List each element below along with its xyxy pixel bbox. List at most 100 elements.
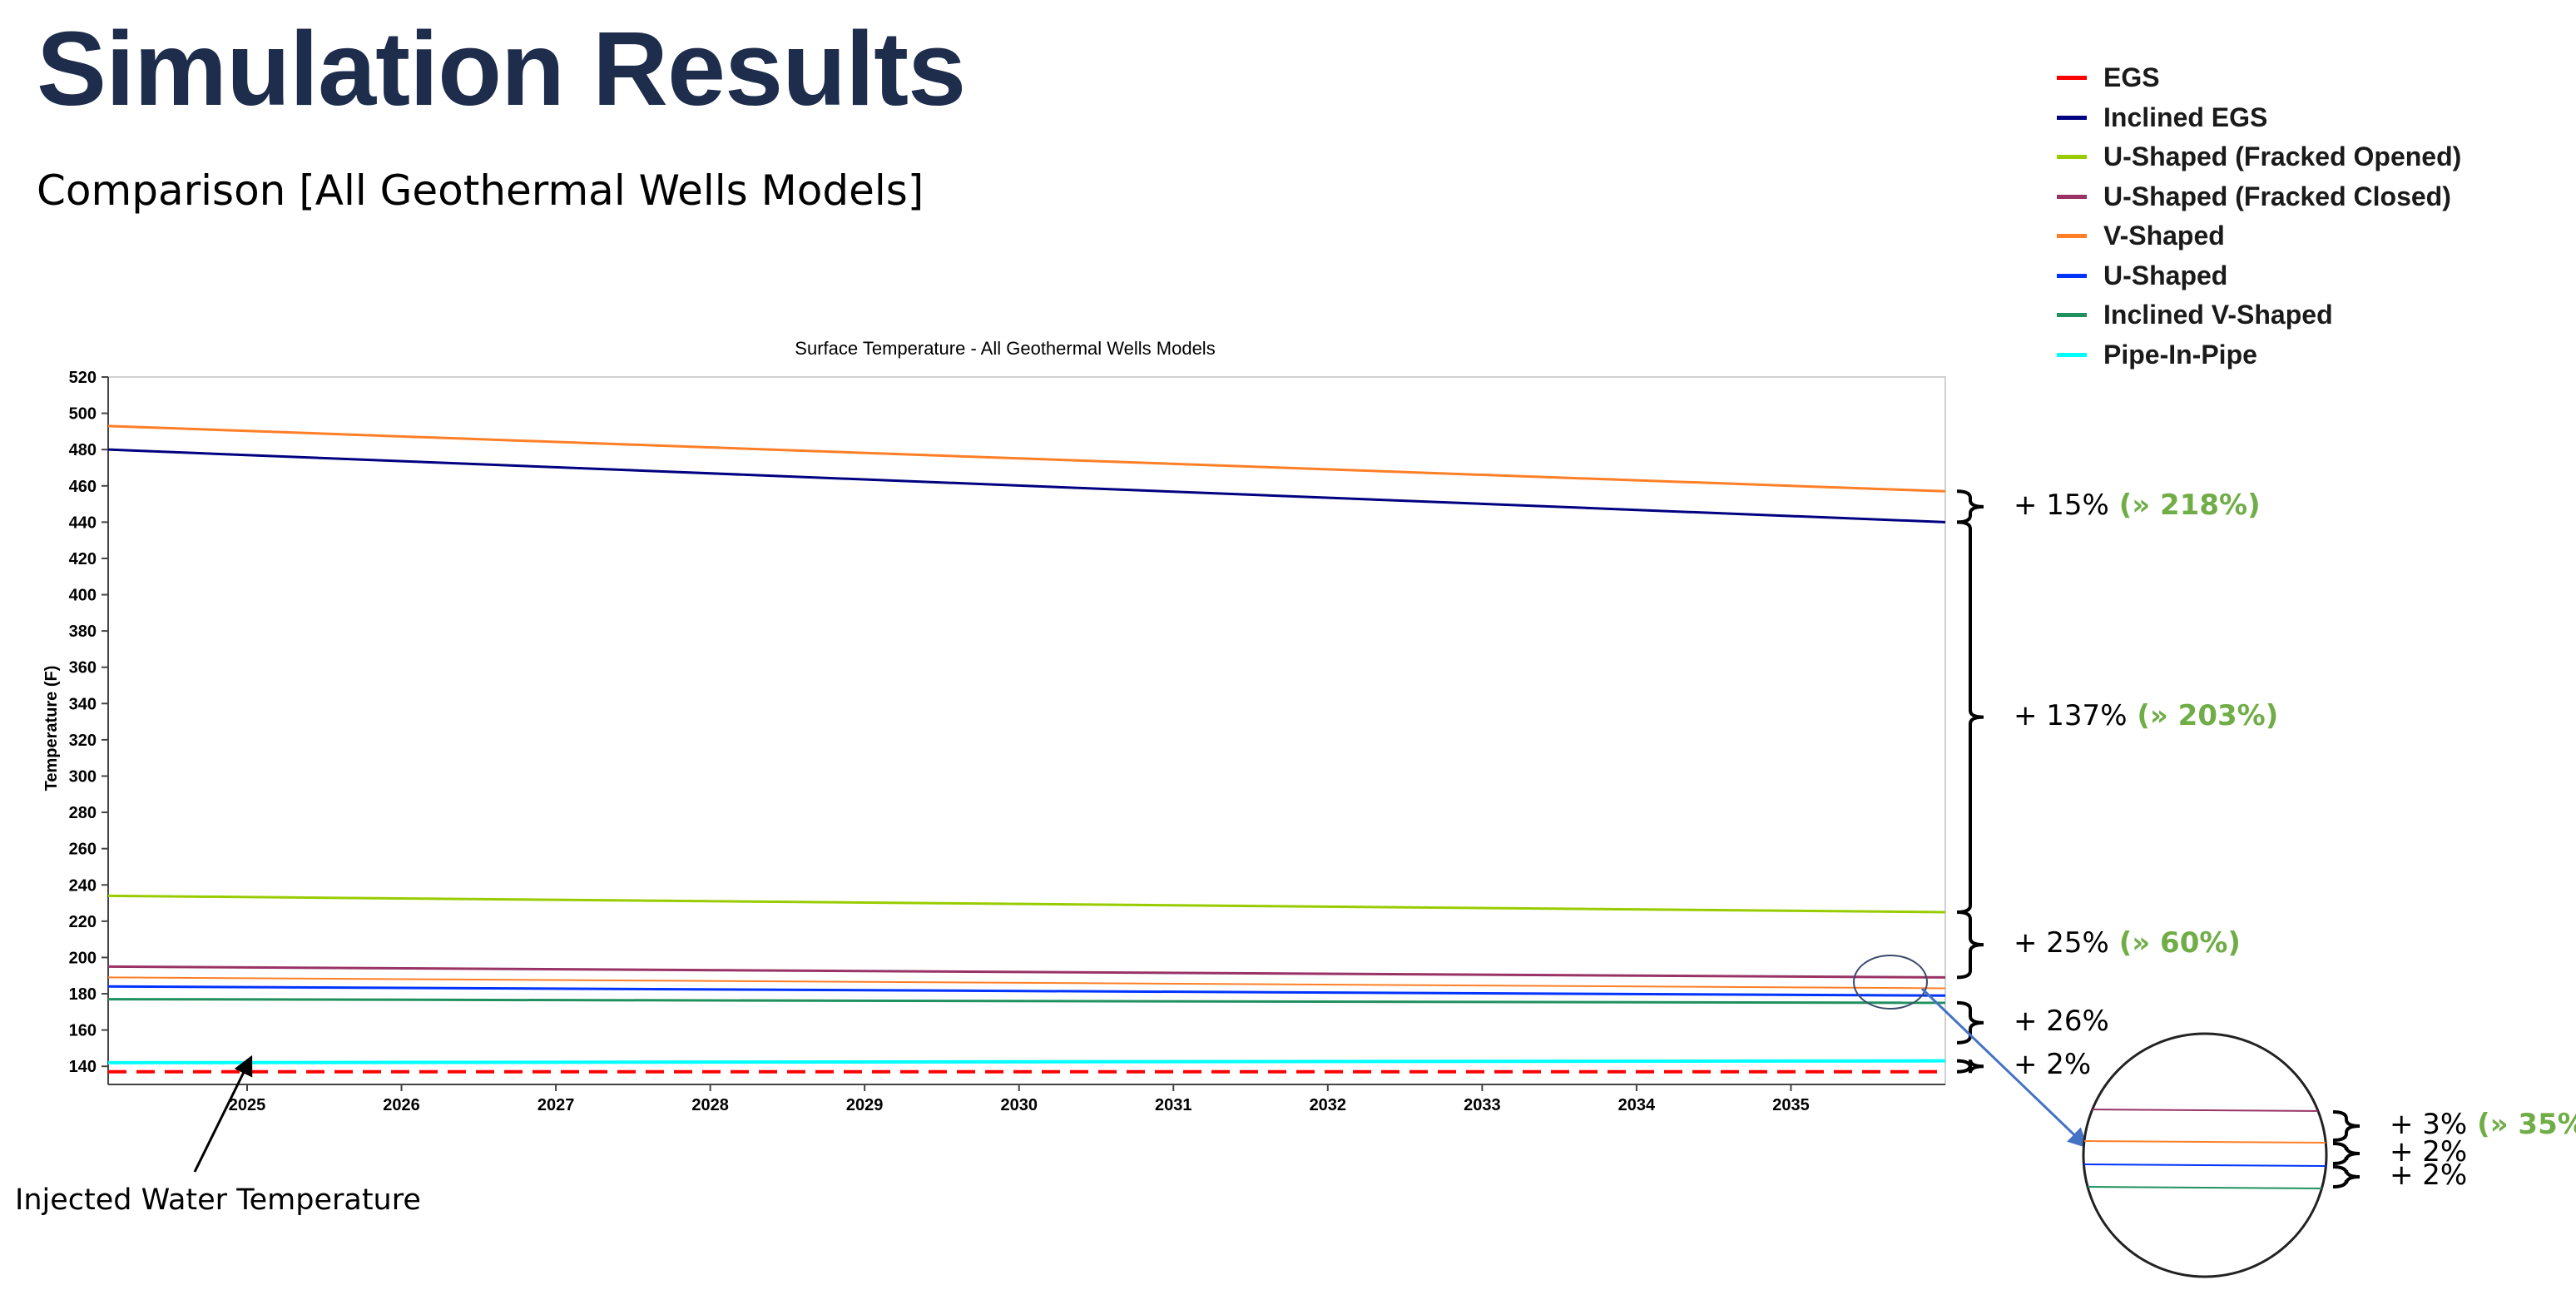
legend-label: EGS: [2103, 62, 2160, 93]
legend-swatch: [2057, 313, 2087, 318]
zoom-circle: [2082, 1032, 2328, 1278]
annotation-pct: + 2%: [2014, 1048, 2092, 1082]
legend-label: Inclined V-Shaped: [2103, 300, 2333, 330]
legend-swatch: [2057, 273, 2087, 278]
y-tick-label: 380: [69, 623, 97, 641]
x-tick-label: 2028: [691, 1096, 729, 1114]
series-line: [107, 985, 1946, 997]
legend-swatch: [2057, 76, 2087, 81]
zoom-bracket: [2332, 1142, 2361, 1165]
legend-label: V-Shaped: [2103, 221, 2225, 251]
annotation-label: + 2%: [2390, 1159, 2467, 1192]
annotation-relative: (» 35%): [2477, 1108, 2576, 1141]
y-tick-label: 480: [69, 441, 97, 459]
x-tick-label: 2029: [846, 1096, 884, 1114]
zoom-series-line: [2083, 1164, 2326, 1167]
legend-swatch: [2057, 155, 2087, 160]
annotation-label: + 2%: [2390, 1135, 2467, 1169]
zoom-series-line: [2083, 1140, 2326, 1144]
annotation-pct: + 137%: [2014, 698, 2128, 732]
y-tick-label: 200: [69, 949, 97, 967]
y-axis-label: Temperature (F): [42, 666, 61, 791]
zoom-lines: [2083, 1109, 2326, 1189]
bracket: [1956, 520, 1984, 914]
y-tick-label: 180: [69, 985, 97, 1004]
legend-item: Pipe-In-Pipe: [2057, 335, 2556, 375]
legend-swatch: [2057, 115, 2087, 120]
annotation-pct: + 26%: [2014, 1004, 2109, 1038]
legend-item: EGS: [2057, 58, 2556, 98]
annotation-relative: (» 203%): [2127, 698, 2279, 732]
slide-subtitle: Comparison [All Geothermal Wells Models]: [37, 166, 924, 215]
series-line: [107, 894, 1946, 914]
legend-item: U-Shaped (Fracked Opened): [2057, 137, 2556, 177]
series-line: [107, 976, 1946, 990]
series-line: [107, 965, 1946, 979]
annotation-label: + 15% (» 218%): [2014, 489, 2261, 522]
chart-legend: EGS Inclined EGS U-Shaped (Fracked Opened)…: [2057, 58, 2556, 375]
zoom-connector-arrow: [1920, 987, 2088, 1149]
y-tick-label: 400: [69, 587, 97, 605]
y-tick-label: 320: [69, 732, 97, 750]
zoom-bracket: [2332, 1165, 2361, 1188]
highlight-circle: [1853, 955, 1928, 1010]
series-line: [107, 424, 1946, 493]
y-tick-label: 160: [69, 1022, 97, 1040]
slide-title: Simulation Results: [37, 10, 966, 127]
legend-label: U-Shaped (Fracked Closed): [2103, 181, 2451, 211]
legend-label: U-Shaped (Fracked Opened): [2103, 141, 2462, 172]
legend-item: U-Shaped (Fracked Closed): [2057, 177, 2556, 217]
legend-swatch: [2057, 194, 2087, 199]
legend-label: Pipe-In-Pipe: [2103, 339, 2257, 370]
y-tick-label: 240: [69, 876, 97, 895]
y-tick-label: 300: [69, 767, 97, 786]
y-tick-label: 460: [69, 478, 97, 496]
annotation-label: + 26%: [2014, 1005, 2109, 1038]
y-tick-label: 360: [69, 659, 97, 677]
zoom-series-line: [2083, 1109, 2326, 1112]
series-line: [107, 998, 1946, 1005]
zoom-bracket: [2332, 1110, 2361, 1142]
legend-item: V-Shaped: [2057, 216, 2556, 256]
x-tick-label: 2030: [1000, 1096, 1038, 1114]
chart-title: Surface Temperature - All Geothermal Wel…: [795, 338, 1215, 359]
injected-water-label: Injected Water Temperature: [15, 1183, 421, 1217]
annotation-label: + 3% (» 35%): [2390, 1108, 2576, 1141]
zoom-series-line: [2083, 1186, 2326, 1189]
y-tick-label: 420: [69, 550, 97, 568]
legend-item: Inclined V-Shaped: [2057, 295, 2556, 335]
y-tick-label: 340: [69, 695, 97, 713]
annotation-pct: + 15%: [2014, 488, 2109, 522]
x-tick-label: 2031: [1155, 1096, 1192, 1114]
annotation-label: + 137% (» 203%): [2014, 699, 2278, 732]
legend-label: Inclined EGS: [2103, 102, 2268, 132]
legend-swatch: [2057, 352, 2087, 357]
y-tick-label: 440: [69, 514, 97, 532]
x-tick-label: 2027: [537, 1096, 575, 1114]
injected-arrow: [193, 1054, 253, 1173]
y-tick-label: 500: [69, 405, 97, 424]
y-tick-label: 140: [69, 1058, 97, 1076]
y-tick-label: 520: [69, 369, 97, 387]
y-tick-label: 220: [69, 913, 97, 931]
annotation-relative: (» 218%): [2108, 488, 2261, 522]
y-tick-label: 260: [69, 841, 97, 859]
bracket: [1956, 910, 1984, 980]
series-line: [107, 448, 1946, 523]
bracket: [1956, 489, 1984, 524]
x-tick-label: 2035: [1772, 1096, 1810, 1114]
legend-label: U-Shaped: [2103, 260, 2228, 290]
bracket: [1956, 1059, 1984, 1074]
x-tick-label: 2033: [1464, 1096, 1501, 1114]
annotation-label: + 25% (» 60%): [2014, 926, 2241, 960]
annotation-label: + 2%: [2014, 1048, 2091, 1081]
x-tick-label: 2025: [229, 1096, 266, 1114]
annotation-pct: + 3%: [2390, 1108, 2468, 1141]
x-tick-label: 2034: [1618, 1096, 1656, 1114]
y-tick-label: 280: [69, 804, 97, 822]
x-tick-label: 2032: [1310, 1096, 1347, 1114]
x-tick-label: 2026: [383, 1096, 420, 1114]
bracket: [1956, 1000, 1984, 1044]
legend-swatch: [2057, 234, 2087, 239]
